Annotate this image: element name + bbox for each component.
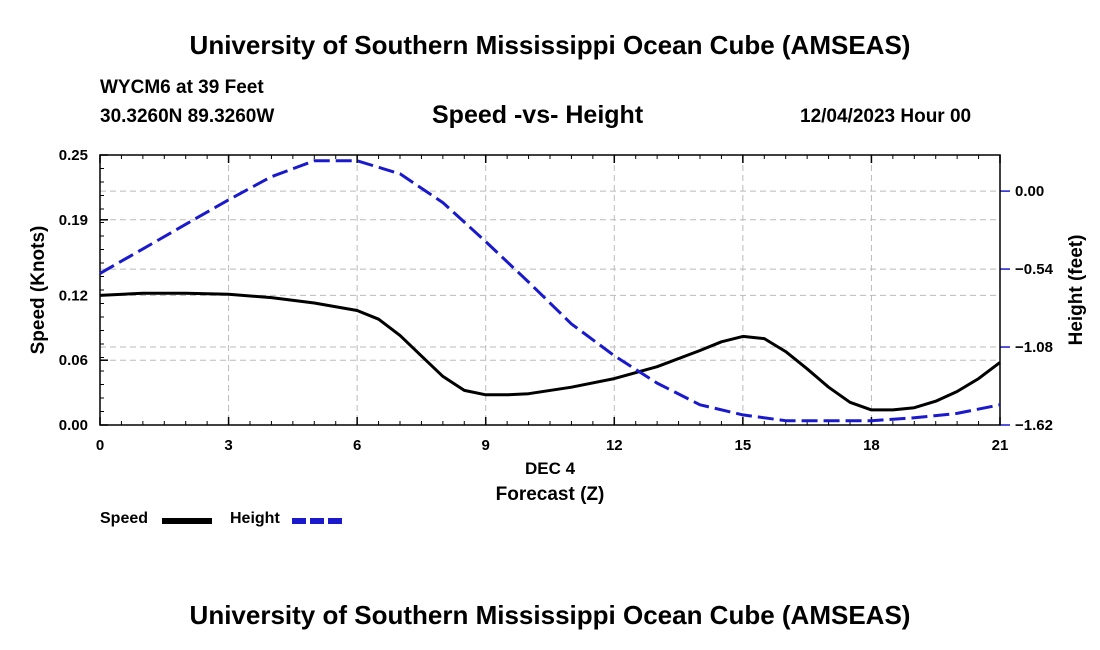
y-right-axis-title: Height (feet) xyxy=(1066,235,1087,346)
y-tick-label: 0.12 xyxy=(59,287,88,304)
legend-height-swatch xyxy=(292,518,342,524)
plot-frame xyxy=(99,154,1001,426)
y-right-tick-label: −1.08 xyxy=(1015,339,1053,356)
x-tick-label: 6 xyxy=(353,437,361,454)
y-axis-title: Speed (Knots) xyxy=(28,226,49,355)
y-right-tick-label: 0.00 xyxy=(1015,183,1044,200)
forecast-datetime: 12/04/2023 Hour 00 xyxy=(800,106,972,127)
x-tick-label: 21 xyxy=(992,437,1009,454)
y-right-tick-label: −1.62 xyxy=(1015,417,1053,434)
x-tick-label: 0 xyxy=(96,437,104,454)
x-tick-label: 9 xyxy=(482,437,490,454)
series-line-height xyxy=(99,159,1001,423)
x-tick-label: 3 xyxy=(224,437,232,454)
y-tick-label: 0.06 xyxy=(59,352,88,369)
legend-speed: Speed xyxy=(100,510,148,528)
y-right-tick-label: −0.54 xyxy=(1015,261,1054,278)
station-label: WYCM6 at 39 Feet xyxy=(100,77,264,98)
station-coords: 30.3260N 89.3260W xyxy=(100,106,275,127)
x-tick-label: 18 xyxy=(863,437,880,454)
x-tick-label: 12 xyxy=(606,437,623,454)
x-tick-label: 15 xyxy=(735,437,752,454)
y-tick-label: 0.25 xyxy=(59,147,88,164)
legend-height-label: Height xyxy=(230,510,280,527)
tick-labels: 0 3 6 9 12 15 18 21 0.00 0.06 0.12 0.19 0.25 −1.62 −1.… xyxy=(59,147,1054,454)
legend-speed-label: Speed xyxy=(100,510,149,527)
legend-speed-swatch xyxy=(162,518,212,524)
page-title: University of Southern Mississippi Ocean… xyxy=(189,30,911,60)
footer-title: University of Southern Mississippi Ocean… xyxy=(189,600,911,630)
speed-height-chart: 0 3 6 9 12 15 18 21 0.00 0.06 0.12 0.19 0.25 −1.62 −1.… xyxy=(28,147,1087,505)
x-axis-title: Forecast (Z) xyxy=(496,484,605,505)
y-tick-label: 0.00 xyxy=(59,417,88,434)
legend-height: Height xyxy=(230,510,280,528)
chart-subtitle: Speed -vs- Height xyxy=(432,101,644,129)
x-axis-date: DEC 4 xyxy=(525,459,576,478)
series-group xyxy=(99,159,1001,423)
series-line-speed xyxy=(99,291,1001,412)
y-tick-label: 0.19 xyxy=(59,212,88,229)
